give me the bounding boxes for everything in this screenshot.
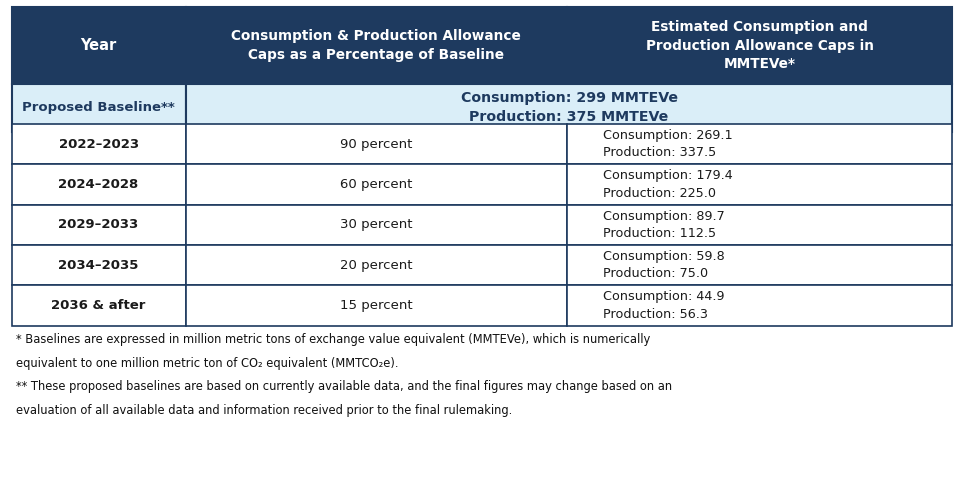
Bar [12, 84, 186, 132]
Bar [12, 124, 186, 164]
Bar [186, 245, 567, 285]
Text: equivalent to one million metric ton of CO₂ equivalent (MMTCO₂e).: equivalent to one million metric ton of … [16, 357, 399, 369]
Bar [186, 124, 567, 164]
Bar [567, 285, 952, 326]
Bar [567, 164, 952, 205]
Bar [12, 245, 186, 285]
Text: Consumption: 44.9
Production: 56.3: Consumption: 44.9 Production: 56.3 [603, 290, 725, 321]
Text: Estimated Consumption and
Production Allowance Caps in
MMTEVe*: Estimated Consumption and Production All… [646, 20, 873, 71]
Text: Consumption: 89.7
Production: 112.5: Consumption: 89.7 Production: 112.5 [603, 210, 725, 240]
Bar [12, 205, 186, 245]
Text: 20 percent: 20 percent [340, 259, 413, 272]
Text: * Baselines are expressed in million metric tons of exchange value equivalent (M: * Baselines are expressed in million met… [16, 333, 651, 346]
Text: 90 percent: 90 percent [340, 138, 413, 151]
Bar [186, 84, 952, 132]
Text: 2022–2023: 2022–2023 [59, 138, 139, 151]
Bar [186, 285, 567, 326]
Text: 30 percent: 30 percent [340, 218, 413, 231]
Text: Year: Year [80, 38, 117, 53]
Text: ** These proposed baselines are based on currently available data, and the final: ** These proposed baselines are based on… [16, 380, 673, 393]
Bar [12, 7, 186, 84]
Text: 60 percent: 60 percent [340, 178, 413, 191]
Text: 2024–2028: 2024–2028 [59, 178, 139, 191]
Bar [567, 205, 952, 245]
Text: Consumption: 179.4
Production: 225.0: Consumption: 179.4 Production: 225.0 [603, 169, 733, 200]
Text: Consumption: 59.8
Production: 75.0: Consumption: 59.8 Production: 75.0 [603, 250, 725, 280]
Text: 2034–2035: 2034–2035 [59, 259, 139, 272]
Bar [186, 164, 567, 205]
Text: Consumption: 269.1
Production: 337.5: Consumption: 269.1 Production: 337.5 [603, 129, 733, 159]
Bar [567, 7, 952, 84]
Bar [186, 7, 567, 84]
Bar [12, 164, 186, 205]
Bar [567, 124, 952, 164]
Text: Consumption: 299 MMTEVe
Production: 375 MMTEVe: Consumption: 299 MMTEVe Production: 375 … [461, 92, 678, 124]
Text: 2029–2033: 2029–2033 [59, 218, 139, 231]
Text: Consumption & Production Allowance
Caps as a Percentage of Baseline: Consumption & Production Allowance Caps … [231, 29, 521, 62]
Text: evaluation of all available data and information received prior to the final rul: evaluation of all available data and inf… [16, 404, 513, 417]
Bar [186, 205, 567, 245]
Text: Proposed Baseline**: Proposed Baseline** [22, 101, 175, 114]
Bar [567, 245, 952, 285]
Text: 2036 & after: 2036 & after [51, 299, 146, 312]
Bar [12, 285, 186, 326]
Text: 15 percent: 15 percent [340, 299, 413, 312]
